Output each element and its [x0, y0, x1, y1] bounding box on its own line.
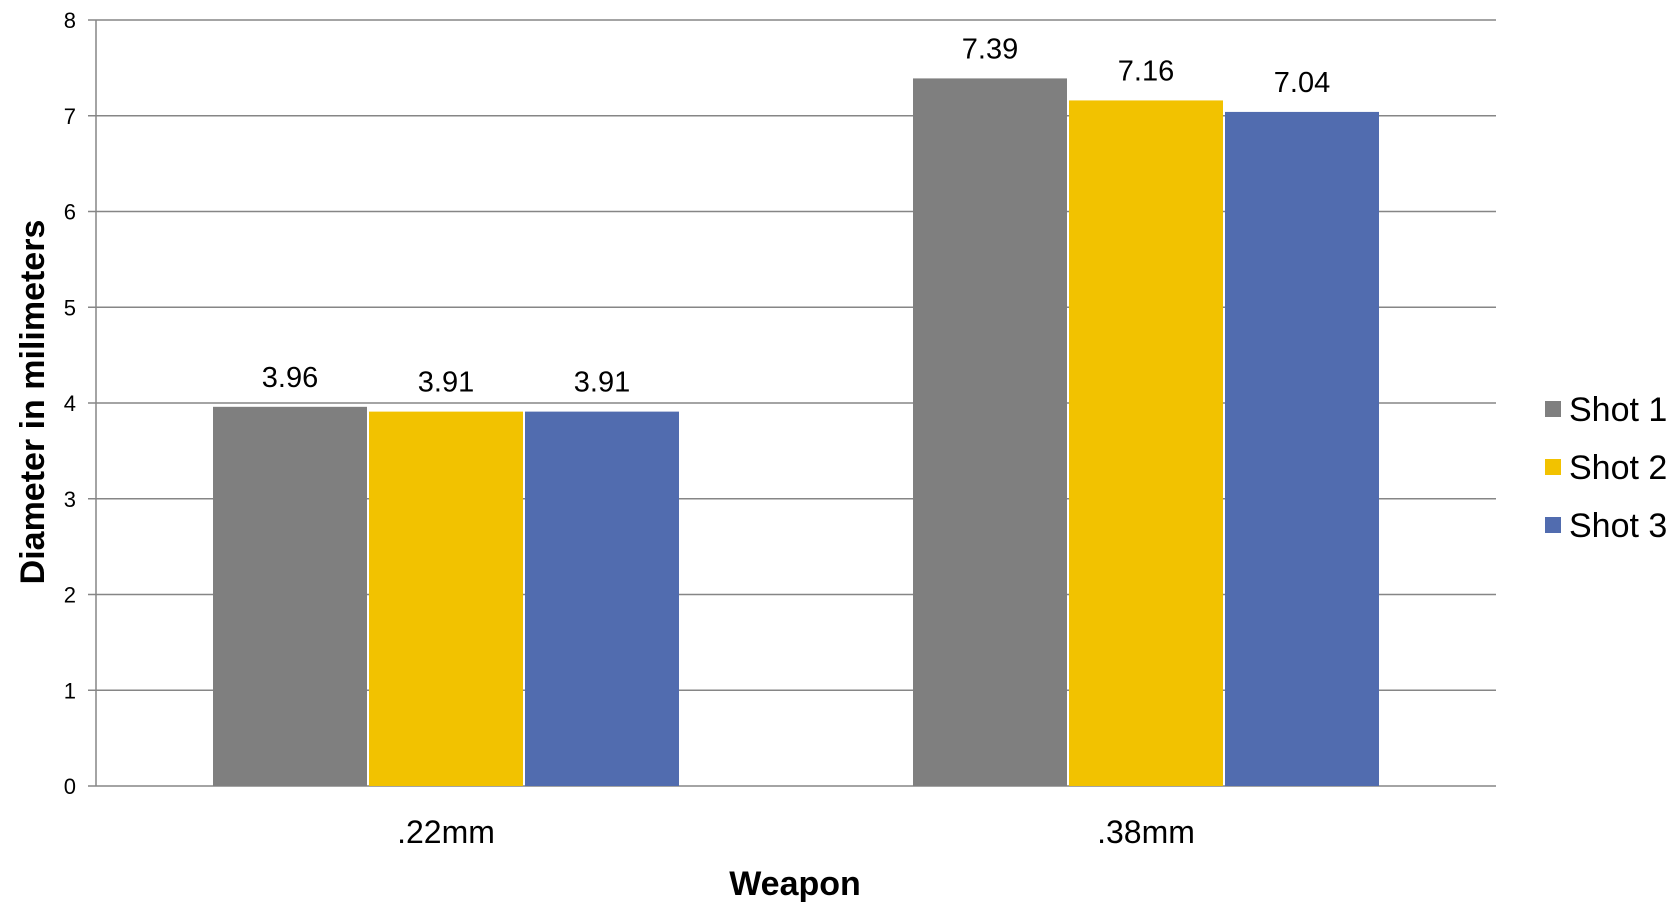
data-label: 7.16 — [1118, 55, 1174, 87]
bar-shot-2-1 — [369, 411, 523, 786]
bar-shot-1-2 — [913, 78, 1067, 787]
data-label: 3.96 — [262, 362, 318, 394]
data-label: 7.39 — [962, 33, 1018, 65]
legend-label: Shot 3 — [1569, 507, 1667, 545]
bars — [213, 78, 1379, 787]
y-tick-label: 1 — [64, 678, 76, 703]
x-tick-label: .38mm — [1097, 814, 1195, 850]
y-tick-label: 7 — [64, 104, 76, 129]
legend-swatch — [1545, 517, 1561, 533]
legend-swatch — [1545, 459, 1561, 475]
legend: Shot 1 Shot 2 Shot 3 — [1545, 391, 1667, 545]
y-tick-label: 5 — [64, 295, 76, 320]
y-tick-label: 0 — [64, 774, 76, 799]
bar-shot-2-2 — [1069, 100, 1223, 787]
data-label: 3.91 — [574, 367, 630, 399]
bar-shot-1-1 — [213, 406, 367, 786]
bar-shot-3-2 — [1225, 111, 1379, 787]
y-tick-label: 6 — [64, 200, 76, 225]
x-tick-labels: .22mm .38mm — [397, 814, 1195, 850]
legend-swatch — [1545, 401, 1561, 417]
x-axis-title: Weapon — [729, 865, 861, 903]
legend-label: Shot 1 — [1569, 391, 1667, 429]
data-label: 7.04 — [1274, 67, 1330, 99]
data-label: 3.91 — [418, 367, 474, 399]
bar-shot-3-1 — [525, 411, 679, 786]
y-tick-label: 4 — [64, 391, 76, 416]
y-tick-label: 3 — [64, 487, 76, 512]
data-labels: 3.96 3.91 3.91 7.39 7.16 7.04 — [262, 33, 1330, 398]
x-tick-label: .22mm — [397, 814, 495, 850]
legend-label: Shot 2 — [1569, 449, 1667, 487]
y-axis-title: Diameter in milimeters — [14, 220, 52, 585]
y-tick-label: 8 — [64, 8, 76, 33]
y-tick-label: 2 — [64, 583, 76, 608]
y-tick-labels: 0 1 2 3 4 5 6 7 8 — [64, 8, 76, 799]
